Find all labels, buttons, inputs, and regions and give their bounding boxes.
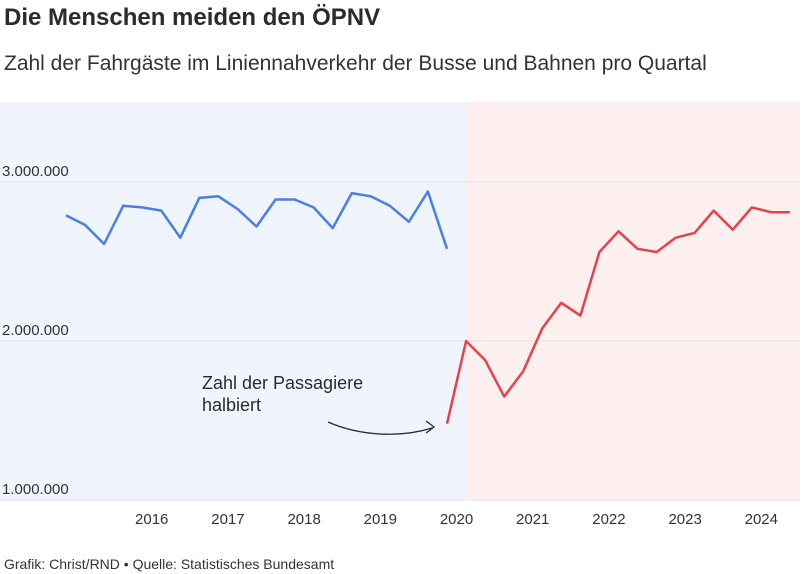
annotation-arrow bbox=[327, 421, 433, 435]
x-tick-label: 2020 bbox=[440, 511, 473, 528]
x-tick-label: 2016 bbox=[135, 511, 168, 528]
x-tick-label: 2019 bbox=[364, 511, 397, 528]
pre-pandemic-band bbox=[0, 102, 465, 500]
source-credit: Grafik: Christ/RND • Quelle: Statistisch… bbox=[4, 556, 335, 572]
chart-title: Die Menschen meiden den ÖPNV bbox=[4, 4, 381, 31]
x-tick-label: 2021 bbox=[516, 511, 549, 528]
chart-subtitle: Zahl der Fahrgäste im Liniennahverkehr d… bbox=[4, 52, 707, 75]
post-pandemic-band bbox=[465, 102, 800, 500]
y-axis-labels: 1.000.000 2.000.000 3.000.000 bbox=[2, 163, 69, 498]
grid-lines bbox=[0, 181, 800, 501]
x-tick-label: 2022 bbox=[592, 511, 625, 528]
y-tick-label: 3.000.000 bbox=[2, 163, 69, 180]
annotation-arrowhead bbox=[425, 420, 436, 434]
series-line-pre-pandemic bbox=[65, 190, 449, 250]
annotation-line-2: halbiert bbox=[202, 395, 261, 415]
y-tick-label: 1.000.000 bbox=[2, 481, 69, 498]
series-line-post-pandemic bbox=[445, 206, 790, 424]
x-tick-label: 2024 bbox=[745, 511, 778, 528]
x-tick-label: 2017 bbox=[211, 511, 244, 528]
y-tick-label: 2.000.000 bbox=[2, 322, 69, 339]
x-tick-label: 2018 bbox=[287, 511, 320, 528]
x-tick-label: 2023 bbox=[668, 511, 701, 528]
annotation: Zahl der Passagiere halbiert bbox=[202, 373, 436, 435]
annotation-line-1: Zahl der Passagiere bbox=[202, 373, 363, 393]
x-axis-labels: 2016 2017 2018 2019 2020 2021 2022 2023 2024 bbox=[135, 511, 778, 528]
